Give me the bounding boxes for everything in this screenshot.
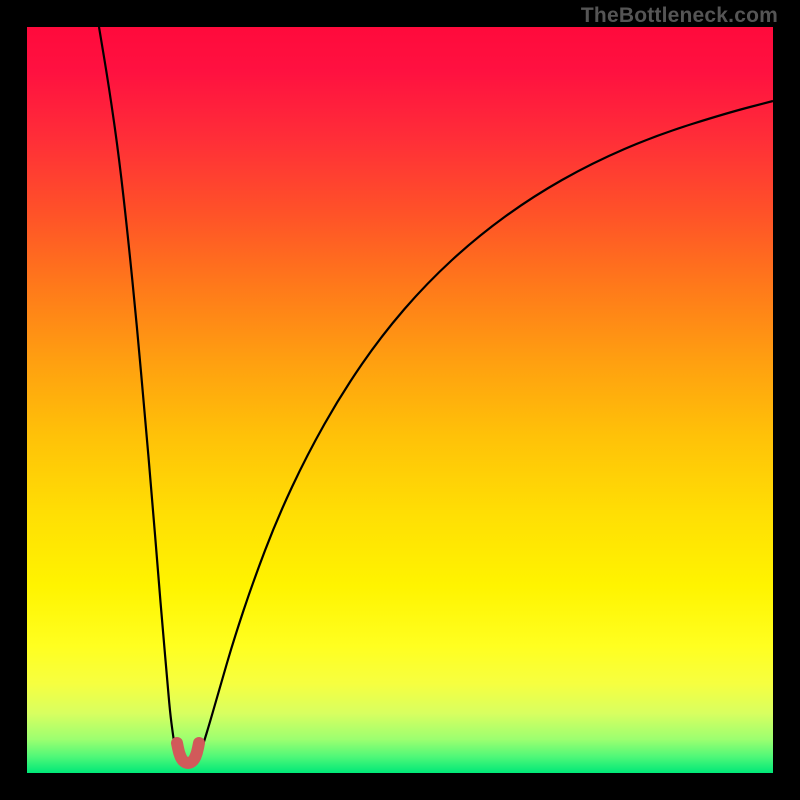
- chart-stage: TheBottleneck.com: [0, 0, 800, 800]
- plot-svg: [0, 0, 800, 800]
- watermark-text: TheBottleneck.com: [581, 4, 778, 28]
- plot-background: [27, 27, 773, 773]
